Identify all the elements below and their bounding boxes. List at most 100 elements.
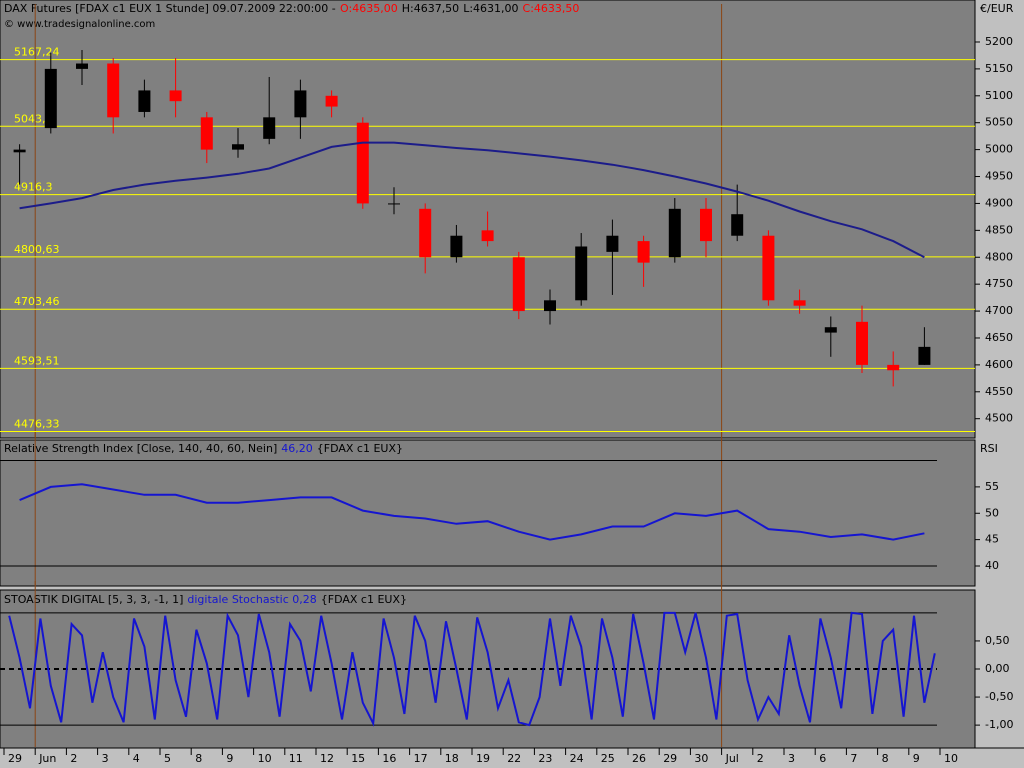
y-tick-label: 40 — [985, 559, 999, 572]
level-label: 4916,3 — [14, 181, 53, 194]
date-label: 8 — [882, 752, 889, 765]
candle-body — [325, 95, 338, 107]
candle-body — [700, 208, 712, 242]
date-label: Jul — [725, 752, 739, 765]
candle-body — [793, 300, 806, 306]
candle-body — [731, 214, 744, 236]
candle-body — [169, 90, 182, 102]
candle-body — [512, 257, 525, 312]
moving-average-line — [19, 141, 925, 259]
candle-body — [544, 300, 556, 312]
rsi-value-label: 46,20 — [281, 442, 313, 455]
level-label: 4593,51 — [14, 354, 60, 367]
date-label: 15 — [351, 752, 365, 765]
y-tick-label: 4500 — [985, 412, 1013, 425]
date-label: 17 — [414, 752, 428, 765]
date-label: 6 — [819, 752, 826, 765]
price-axis-label: €/EUR — [980, 2, 1014, 15]
candle-body — [200, 117, 213, 150]
date-label: 29 — [663, 752, 677, 765]
date-label: 30 — [694, 752, 708, 765]
y-tick-label: 4950 — [985, 170, 1013, 183]
y-tick-label: 45 — [985, 533, 999, 546]
date-label: 16 — [382, 752, 396, 765]
watermark: © www.tradesignalonline.com — [4, 19, 155, 30]
level-label: 5043,4 — [14, 112, 53, 125]
low-label: L:4631,00 — [463, 2, 518, 15]
candle-body — [76, 63, 88, 69]
date-label: 10 — [944, 752, 958, 765]
y-tick-label: 4850 — [985, 223, 1013, 236]
y-tick-label: 5100 — [985, 89, 1013, 102]
candle-body — [419, 208, 432, 258]
y-tick-label: -1,00 — [985, 718, 1013, 731]
open-label: O:4635,00 — [340, 2, 398, 15]
rsi-panel — [0, 439, 976, 587]
level-label: 4800,63 — [14, 243, 60, 256]
date-label: 26 — [632, 752, 646, 765]
date-label: 5 — [164, 752, 171, 765]
candle-body — [481, 230, 494, 242]
y-tick-label: 5050 — [985, 116, 1013, 129]
candle-body — [637, 241, 650, 263]
candle-body — [824, 327, 837, 333]
y-tick-label: 0,50 — [985, 634, 1010, 647]
candle-body — [668, 208, 681, 258]
candle-body — [294, 90, 307, 118]
y-tick-label: 50 — [985, 506, 999, 519]
rsi-source: {FDAX c1 EUX} — [317, 442, 403, 455]
stochastic-header: STOASTIK DIGITAL [5, 3, 3, -1, 1] digital… — [4, 593, 407, 606]
candle-body — [856, 321, 868, 365]
candle-body — [575, 246, 588, 301]
rsi-title: Relative Strength Index [Close, 140, 40,… — [4, 442, 277, 455]
candle-body — [918, 346, 931, 365]
date-label: 3 — [102, 752, 109, 765]
date-label: 29 — [8, 752, 22, 765]
date-label: 25 — [601, 752, 615, 765]
candle-body — [356, 122, 369, 204]
y-tick-label: 4750 — [985, 277, 1013, 290]
y-tick-label: 4800 — [985, 250, 1013, 263]
y-tick-label: 4900 — [985, 196, 1013, 209]
candle-body — [107, 63, 120, 118]
date-label: Jun — [38, 752, 56, 765]
date-label: 9 — [913, 752, 920, 765]
close-label: C:4633,50 — [523, 2, 580, 15]
date-label: 11 — [289, 752, 303, 765]
stochastic-title: STOASTIK DIGITAL [5, 3, 3, -1, 1] — [4, 593, 183, 606]
candle-body — [138, 90, 151, 112]
stochastic-source: {FDAX c1 EUX} — [321, 593, 407, 606]
candle-body — [450, 235, 463, 258]
date-label: 3 — [788, 752, 795, 765]
date-label: 8 — [195, 752, 202, 765]
y-tick-label: 5000 — [985, 143, 1013, 156]
y-tick-label: 0,00 — [985, 662, 1010, 675]
level-label: 5167,24 — [14, 46, 60, 59]
date-label: 18 — [445, 752, 459, 765]
candle-body — [606, 235, 619, 252]
high-label: H:4637,50 — [402, 2, 459, 15]
candle-body — [887, 364, 900, 371]
date-label: 2 — [70, 752, 77, 765]
candle-body — [44, 68, 57, 129]
candle-body — [762, 235, 775, 301]
candle-body — [13, 149, 26, 153]
indicator-line — [8, 611, 936, 727]
candle-body — [232, 144, 244, 150]
y-tick-label: 4700 — [985, 304, 1013, 317]
candle-body — [263, 117, 276, 139]
y-tick-label: 55 — [985, 480, 999, 493]
date-label: 12 — [320, 752, 334, 765]
level-label: 4703,46 — [14, 295, 60, 308]
price-title: DAX Futures [FDAX c1 EUX 1 Stunde] 09.07… — [4, 2, 336, 15]
rsi-axis-label: RSI — [980, 442, 998, 455]
date-label: 7 — [850, 752, 857, 765]
y-tick-label: 5200 — [985, 35, 1013, 48]
date-label: 4 — [133, 752, 140, 765]
date-label: 24 — [570, 752, 584, 765]
price-header: DAX Futures [FDAX c1 EUX 1 Stunde] 09.07… — [4, 2, 579, 15]
indicator-line — [19, 483, 925, 541]
candle-body — [388, 203, 400, 205]
date-label: 10 — [258, 752, 272, 765]
